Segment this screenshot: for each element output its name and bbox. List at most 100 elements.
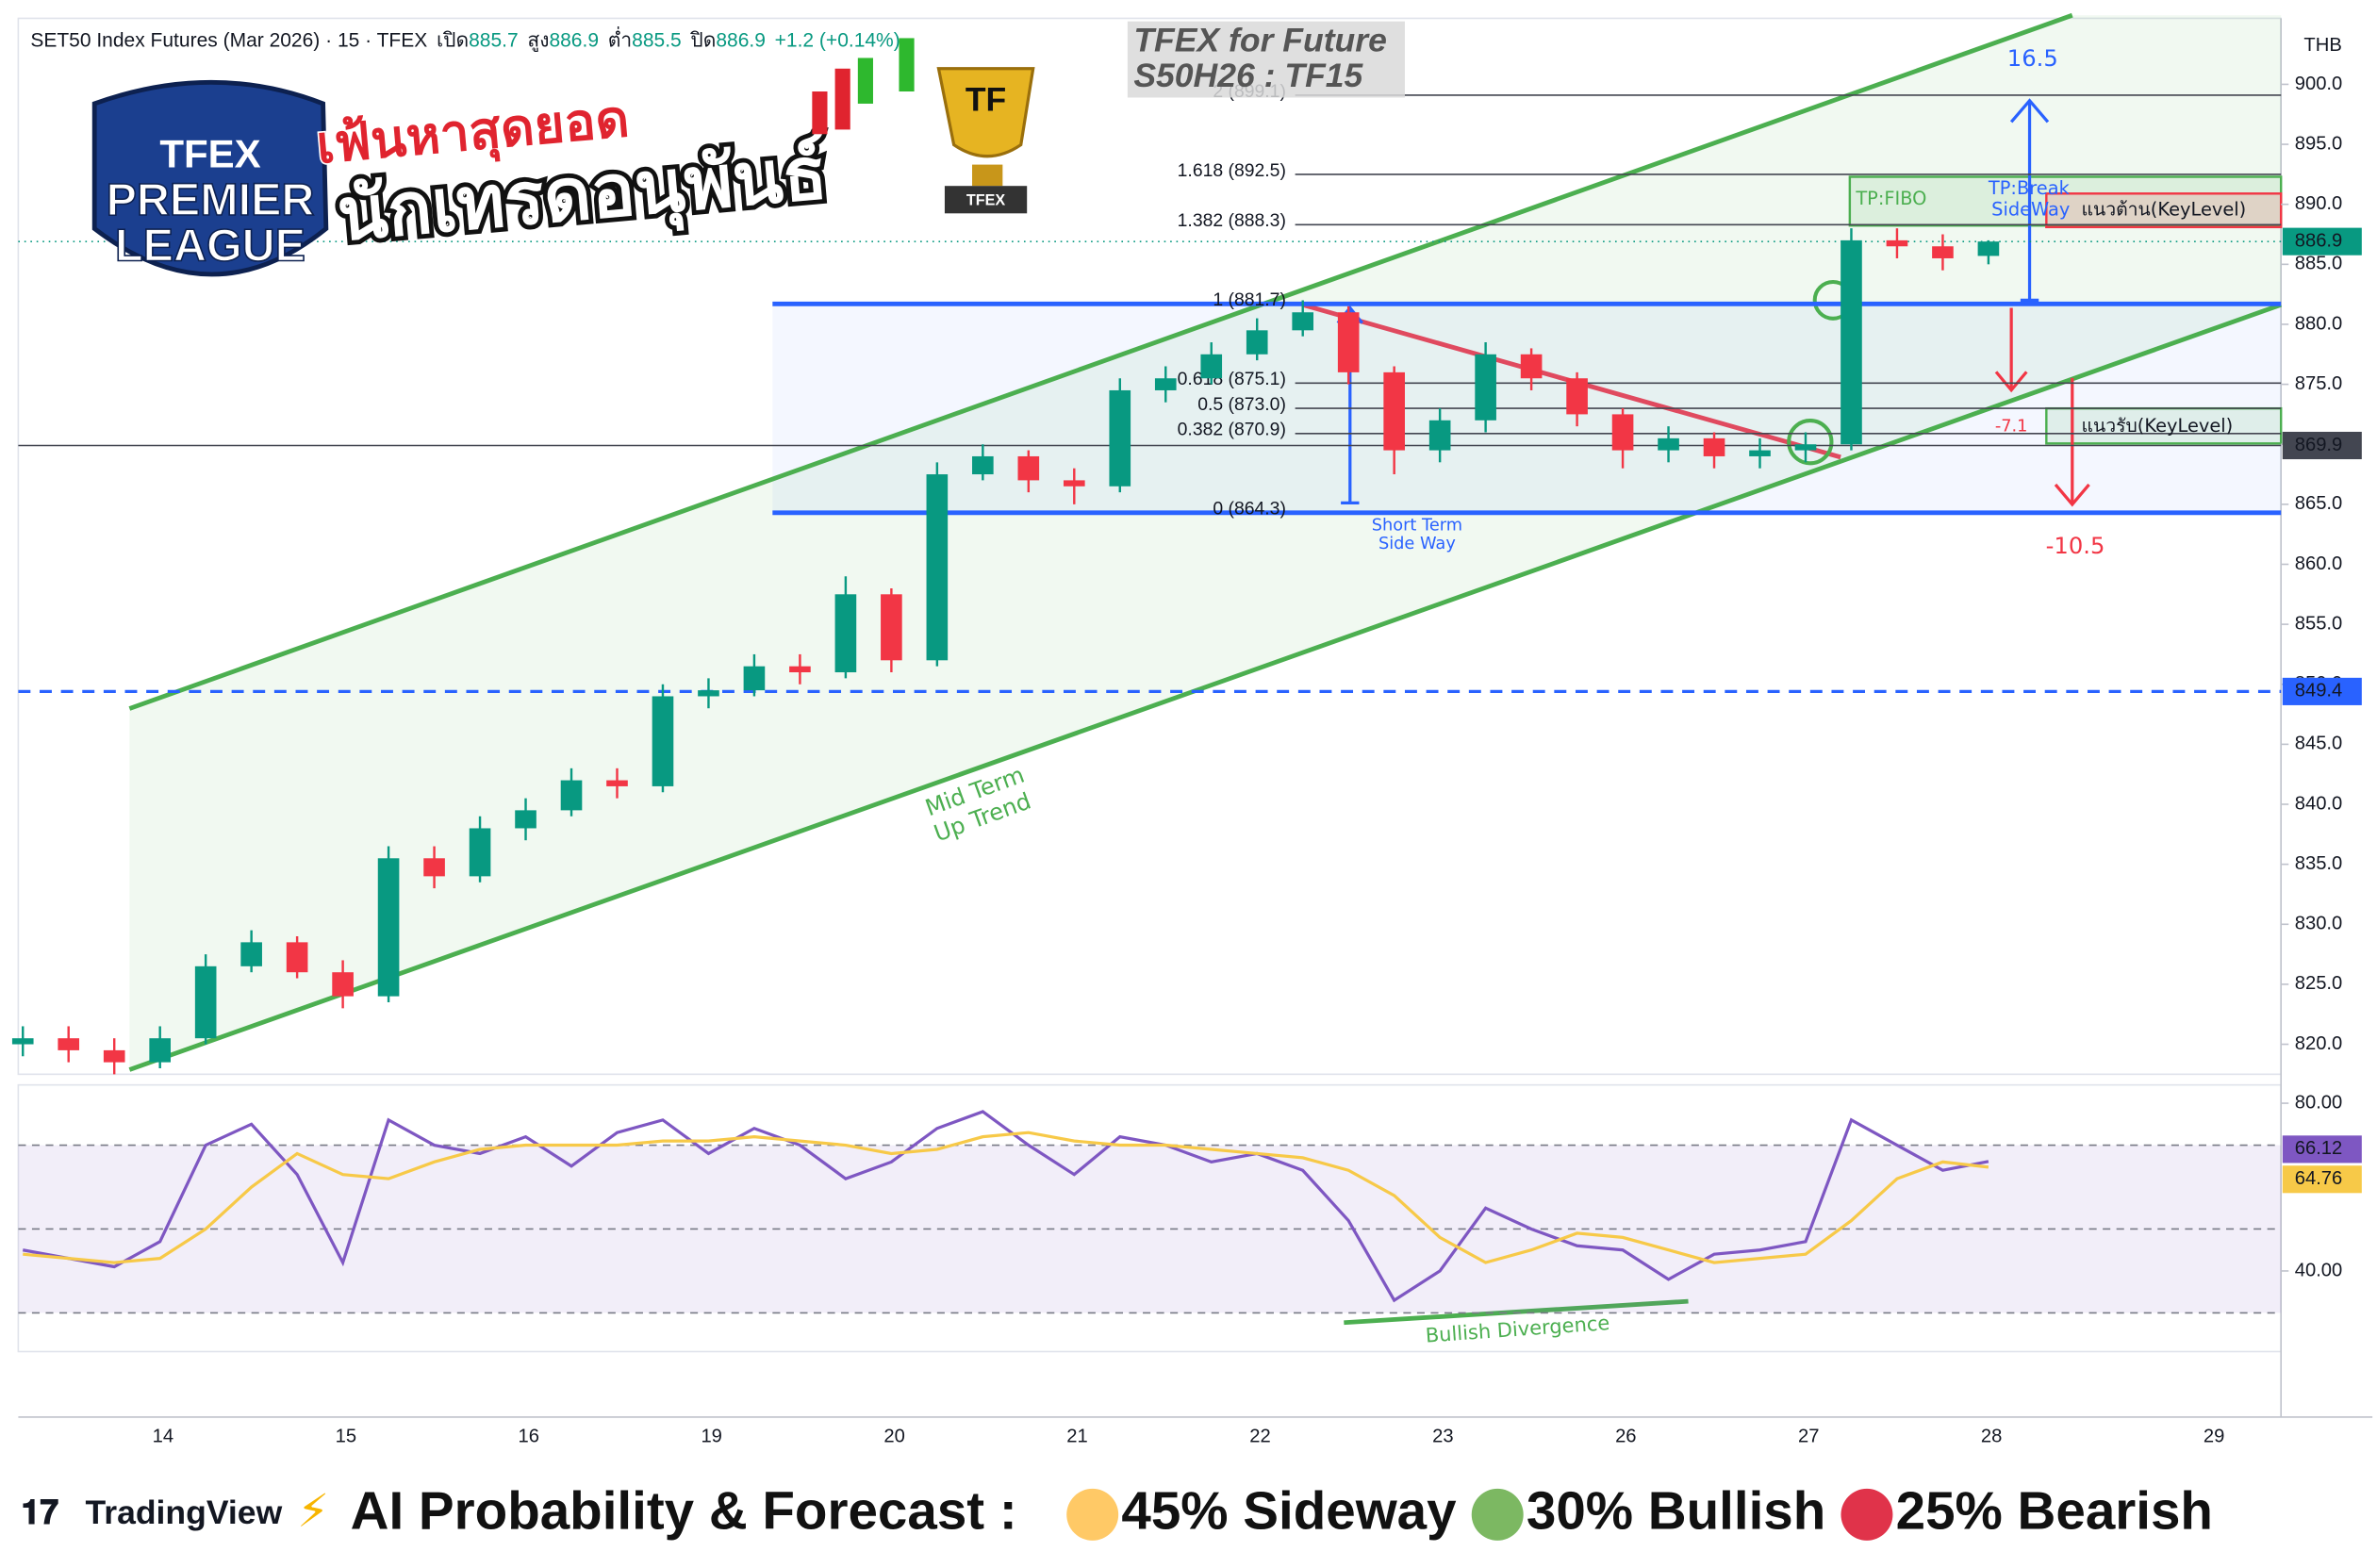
sideway-box	[772, 302, 2282, 513]
arrow-head	[2009, 98, 2050, 124]
ohlc-value: 886.9	[716, 29, 766, 51]
candle-body	[881, 594, 902, 661]
x-tick-label: 19	[701, 1426, 721, 1446]
candle-body	[58, 1038, 80, 1050]
y-tick-label: 825.0	[2295, 973, 2343, 994]
y-tick-label: 880.0	[2295, 313, 2343, 334]
candle-body	[103, 1049, 125, 1063]
y-tick-label: 860.0	[2295, 553, 2343, 574]
ohlc-label: เปิด	[437, 29, 469, 51]
y-tick-label: 845.0	[2295, 734, 2343, 754]
forecast-dot	[1471, 1488, 1524, 1541]
rsi	[18, 1110, 2282, 1314]
candle-body	[1611, 414, 1634, 451]
footer: 𝟏𝟕 TradingView ⚡ AI Probability & Foreca…	[22, 1480, 1017, 1540]
candle-body	[972, 455, 994, 475]
annotation: SideWay	[1991, 199, 2070, 221]
forecast-text: 45% Sideway	[1121, 1480, 1457, 1540]
candle-body	[1475, 354, 1496, 421]
forecast-text: 30% Bullish	[1527, 1480, 1825, 1540]
x-tick-label: 15	[336, 1426, 356, 1446]
y-tick-label: 895.0	[2295, 133, 2343, 154]
annotation: 16.5	[2007, 44, 2058, 72]
panels	[17, 17, 2373, 1418]
candle-body	[1841, 239, 1862, 445]
price-label: 849.4	[2295, 681, 2343, 701]
fib-label: 0 (864.3)	[1213, 499, 1286, 520]
candle-body	[1200, 354, 1223, 379]
fib-label: 1.382 (888.3)	[1178, 210, 1286, 231]
x-tick-label: 28	[1981, 1426, 2002, 1446]
x-tick-label: 27	[1798, 1426, 1819, 1446]
candle-body	[926, 474, 949, 661]
candle-body	[469, 828, 491, 877]
logo-text: PREMIER	[107, 174, 315, 225]
candle-body	[1566, 378, 1588, 415]
drawings	[128, 12, 2283, 1326]
candle-body	[1017, 455, 1040, 481]
x-tick-label: 21	[1066, 1426, 1087, 1446]
candle-body	[515, 810, 536, 829]
x-tick-label: 23	[1432, 1426, 1453, 1446]
candle-body	[1154, 378, 1177, 390]
levels: 2 (899.1)1.618 (892.5)1.382 (888.3)1 (88…	[18, 81, 2282, 694]
x-tick-label: 22	[1249, 1426, 1270, 1446]
price-label: 869.9	[2295, 435, 2343, 455]
candle-body	[1383, 371, 1405, 451]
x-tick-label: 14	[153, 1426, 173, 1446]
x-tick-label: 29	[2204, 1426, 2224, 1446]
price-label-box	[2282, 677, 2362, 705]
candle-body	[1794, 444, 1817, 451]
candle-body	[1063, 480, 1085, 487]
candle-body	[1428, 420, 1451, 451]
ohlc-label: สูง	[527, 29, 549, 52]
y-tick-label: 875.0	[2295, 373, 2343, 394]
tv-logo: 𝟏𝟕	[22, 1494, 59, 1531]
x-tick-label: 20	[883, 1426, 904, 1446]
candle-body	[11, 1038, 34, 1045]
title-box	[1127, 21, 1405, 98]
rsi-value-box	[2282, 1135, 2362, 1164]
price-label-box	[2282, 431, 2362, 460]
candles	[11, 228, 2000, 1075]
candle-body	[1246, 330, 1268, 355]
last-price-label: 886.9	[2295, 230, 2343, 251]
logo-deco	[899, 38, 915, 92]
forecast-text: 25% Bearish	[1896, 1480, 2213, 1540]
rsi-tick-label: 40.00	[2295, 1260, 2343, 1280]
divergence-line	[1344, 1298, 1689, 1326]
rsi-ma-line	[23, 1131, 1989, 1264]
candle-body	[606, 780, 628, 786]
change: +1.2 (+0.14%)	[775, 29, 900, 51]
arrow-head	[1994, 371, 2028, 393]
breakout-circle	[1787, 419, 1834, 466]
y-tick-label: 820.0	[2295, 1033, 2343, 1054]
logo-cup	[936, 67, 1035, 158]
y-tick-label: 840.0	[2295, 793, 2343, 814]
subtitle: S50H26 : TF15	[1133, 57, 1363, 94]
y-tick-label: 830.0	[2295, 914, 2343, 934]
annotation: TP:FIBO	[1855, 188, 1926, 209]
y-tick-label: 835.0	[2295, 853, 2343, 874]
logo-cup-stem	[972, 164, 1003, 187]
forecast: 45% Sideway 30% Bullish 25% Bearish	[1066, 1480, 2213, 1541]
ohlc-value: 886.9	[549, 29, 599, 51]
candle-body	[698, 690, 719, 697]
y-tick-label: 865.0	[2295, 493, 2343, 514]
candle-body	[1977, 241, 2000, 256]
title: TFEX for Future	[1133, 22, 1387, 59]
brand: TradingView	[85, 1494, 282, 1531]
logo-cup-base	[944, 186, 1028, 214]
y-tick-label: 890.0	[2295, 193, 2343, 214]
logo-cup-text: TFEX	[966, 192, 1006, 209]
ohlc-label: ต่ำ	[608, 25, 632, 51]
fib-label: 0.5 (873.0)	[1197, 394, 1286, 415]
ohlc-label: ปิด	[690, 29, 717, 51]
candle-body	[1520, 354, 1543, 379]
candle-body	[1658, 437, 1679, 451]
tp-fibo-box	[1848, 175, 2283, 227]
fib-label: 0.618 (875.1)	[1178, 369, 1286, 389]
annotation: -10.5	[2046, 532, 2105, 559]
